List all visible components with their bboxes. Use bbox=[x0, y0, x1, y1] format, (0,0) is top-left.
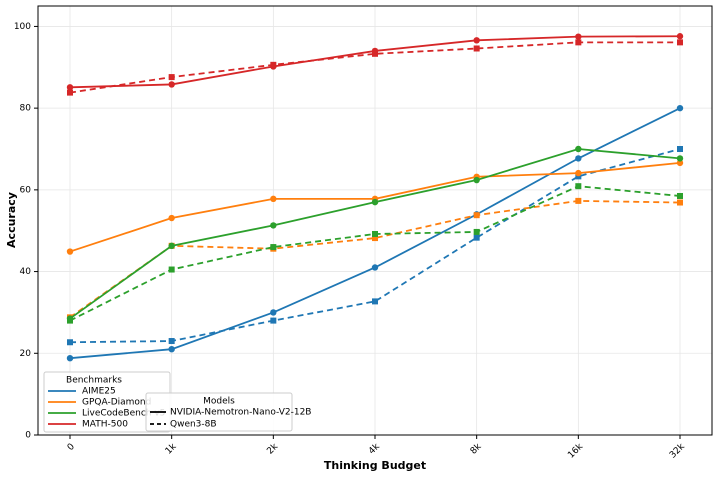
marker bbox=[676, 104, 684, 112]
marker bbox=[168, 338, 175, 345]
legend: BenchmarksAIME25GPQA-DiamondLiveCodeBenc… bbox=[43, 371, 171, 433]
y-tick-label: 60 bbox=[20, 185, 32, 195]
x-tick-label: 32k bbox=[668, 441, 687, 460]
marker bbox=[575, 145, 582, 153]
marker bbox=[676, 155, 684, 162]
marker bbox=[270, 195, 277, 203]
y-tick-label: 0 bbox=[25, 431, 31, 441]
legend-box bbox=[145, 392, 293, 432]
marker bbox=[575, 169, 582, 177]
legend-label: GPQA-Diamond bbox=[82, 398, 151, 408]
legend-label: LiveCodeBench v5 bbox=[82, 409, 165, 419]
marker bbox=[677, 39, 683, 46]
x-tick-label: 1k bbox=[164, 441, 179, 456]
marker bbox=[372, 235, 378, 242]
marker bbox=[473, 37, 480, 44]
marker bbox=[372, 230, 378, 237]
marker bbox=[66, 354, 74, 362]
marker bbox=[270, 61, 277, 68]
marker bbox=[677, 146, 683, 152]
legend-label: Qwen3-8B bbox=[170, 420, 217, 430]
marker bbox=[575, 183, 582, 190]
marker bbox=[168, 242, 175, 250]
marker bbox=[67, 339, 73, 346]
x-axis-label: Thinking Budget bbox=[324, 459, 426, 472]
marker bbox=[676, 33, 684, 40]
marker bbox=[168, 214, 175, 222]
marker bbox=[270, 317, 277, 324]
y-axis-label: Accuracy bbox=[5, 192, 18, 248]
y-tick-label: 20 bbox=[20, 349, 32, 359]
legend-label: AIME25 bbox=[82, 387, 116, 397]
marker bbox=[371, 264, 379, 271]
marker bbox=[473, 234, 480, 241]
marker bbox=[575, 33, 582, 40]
marker bbox=[270, 244, 277, 251]
x-tick-label: 0 bbox=[66, 442, 77, 453]
legend-title: Benchmarks bbox=[66, 376, 122, 386]
marker bbox=[372, 298, 378, 305]
marker bbox=[168, 74, 175, 81]
marker bbox=[575, 155, 582, 162]
x-tick-label: 16k bbox=[566, 441, 585, 460]
marker bbox=[66, 248, 74, 255]
x-tick-label: 2k bbox=[265, 441, 280, 456]
marker bbox=[676, 159, 684, 167]
marker bbox=[270, 309, 277, 316]
marker bbox=[677, 192, 683, 199]
marker bbox=[473, 176, 480, 184]
marker bbox=[168, 81, 175, 88]
x-tick-label: 8k bbox=[469, 441, 484, 456]
y-tick-label: 40 bbox=[20, 267, 32, 277]
marker bbox=[372, 50, 378, 57]
marker bbox=[575, 197, 582, 204]
x-tick-label: 4k bbox=[367, 441, 382, 456]
marker bbox=[270, 222, 277, 229]
marker bbox=[473, 228, 480, 235]
marker bbox=[66, 84, 74, 91]
y-tick-label: 100 bbox=[14, 22, 31, 32]
plot-frame bbox=[37, 5, 713, 436]
marker bbox=[473, 45, 480, 52]
marker bbox=[168, 346, 175, 353]
marker bbox=[371, 198, 379, 206]
marker bbox=[575, 39, 582, 46]
marker bbox=[67, 317, 73, 324]
legend-label: NVIDIA-Nemotron-Nano-V2-12B bbox=[170, 408, 311, 418]
marker bbox=[168, 266, 175, 273]
marker bbox=[473, 212, 480, 219]
marker bbox=[67, 89, 73, 96]
marker bbox=[677, 199, 683, 206]
legend-label: MATH-500 bbox=[82, 420, 128, 430]
marker bbox=[575, 173, 582, 180]
legend-title: Models bbox=[203, 397, 235, 407]
y-tick-label: 80 bbox=[20, 104, 32, 114]
